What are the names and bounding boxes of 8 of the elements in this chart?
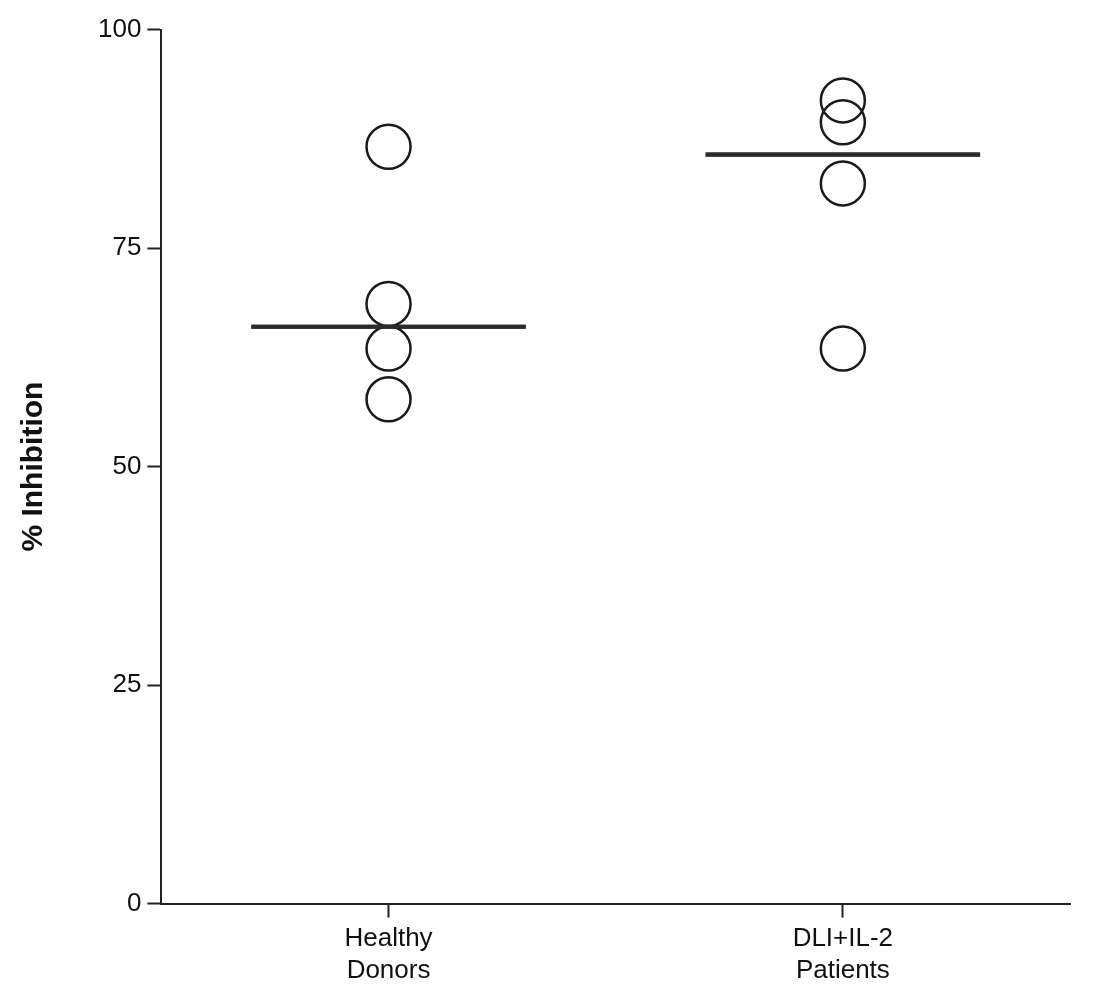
y-tick-label: 100 (97, 12, 142, 43)
x-tick-label: DLI+IL-2 Patients (792, 922, 894, 984)
x-tick-label: Healthy Donors (344, 922, 433, 984)
y-tick-label: 25 (112, 668, 142, 699)
y-axis-title: % Inhibition (15, 381, 49, 552)
y-tick-label: 50 (112, 449, 142, 480)
y-tick-label: 75 (112, 231, 142, 262)
y-tick-label: 0 (126, 886, 142, 917)
